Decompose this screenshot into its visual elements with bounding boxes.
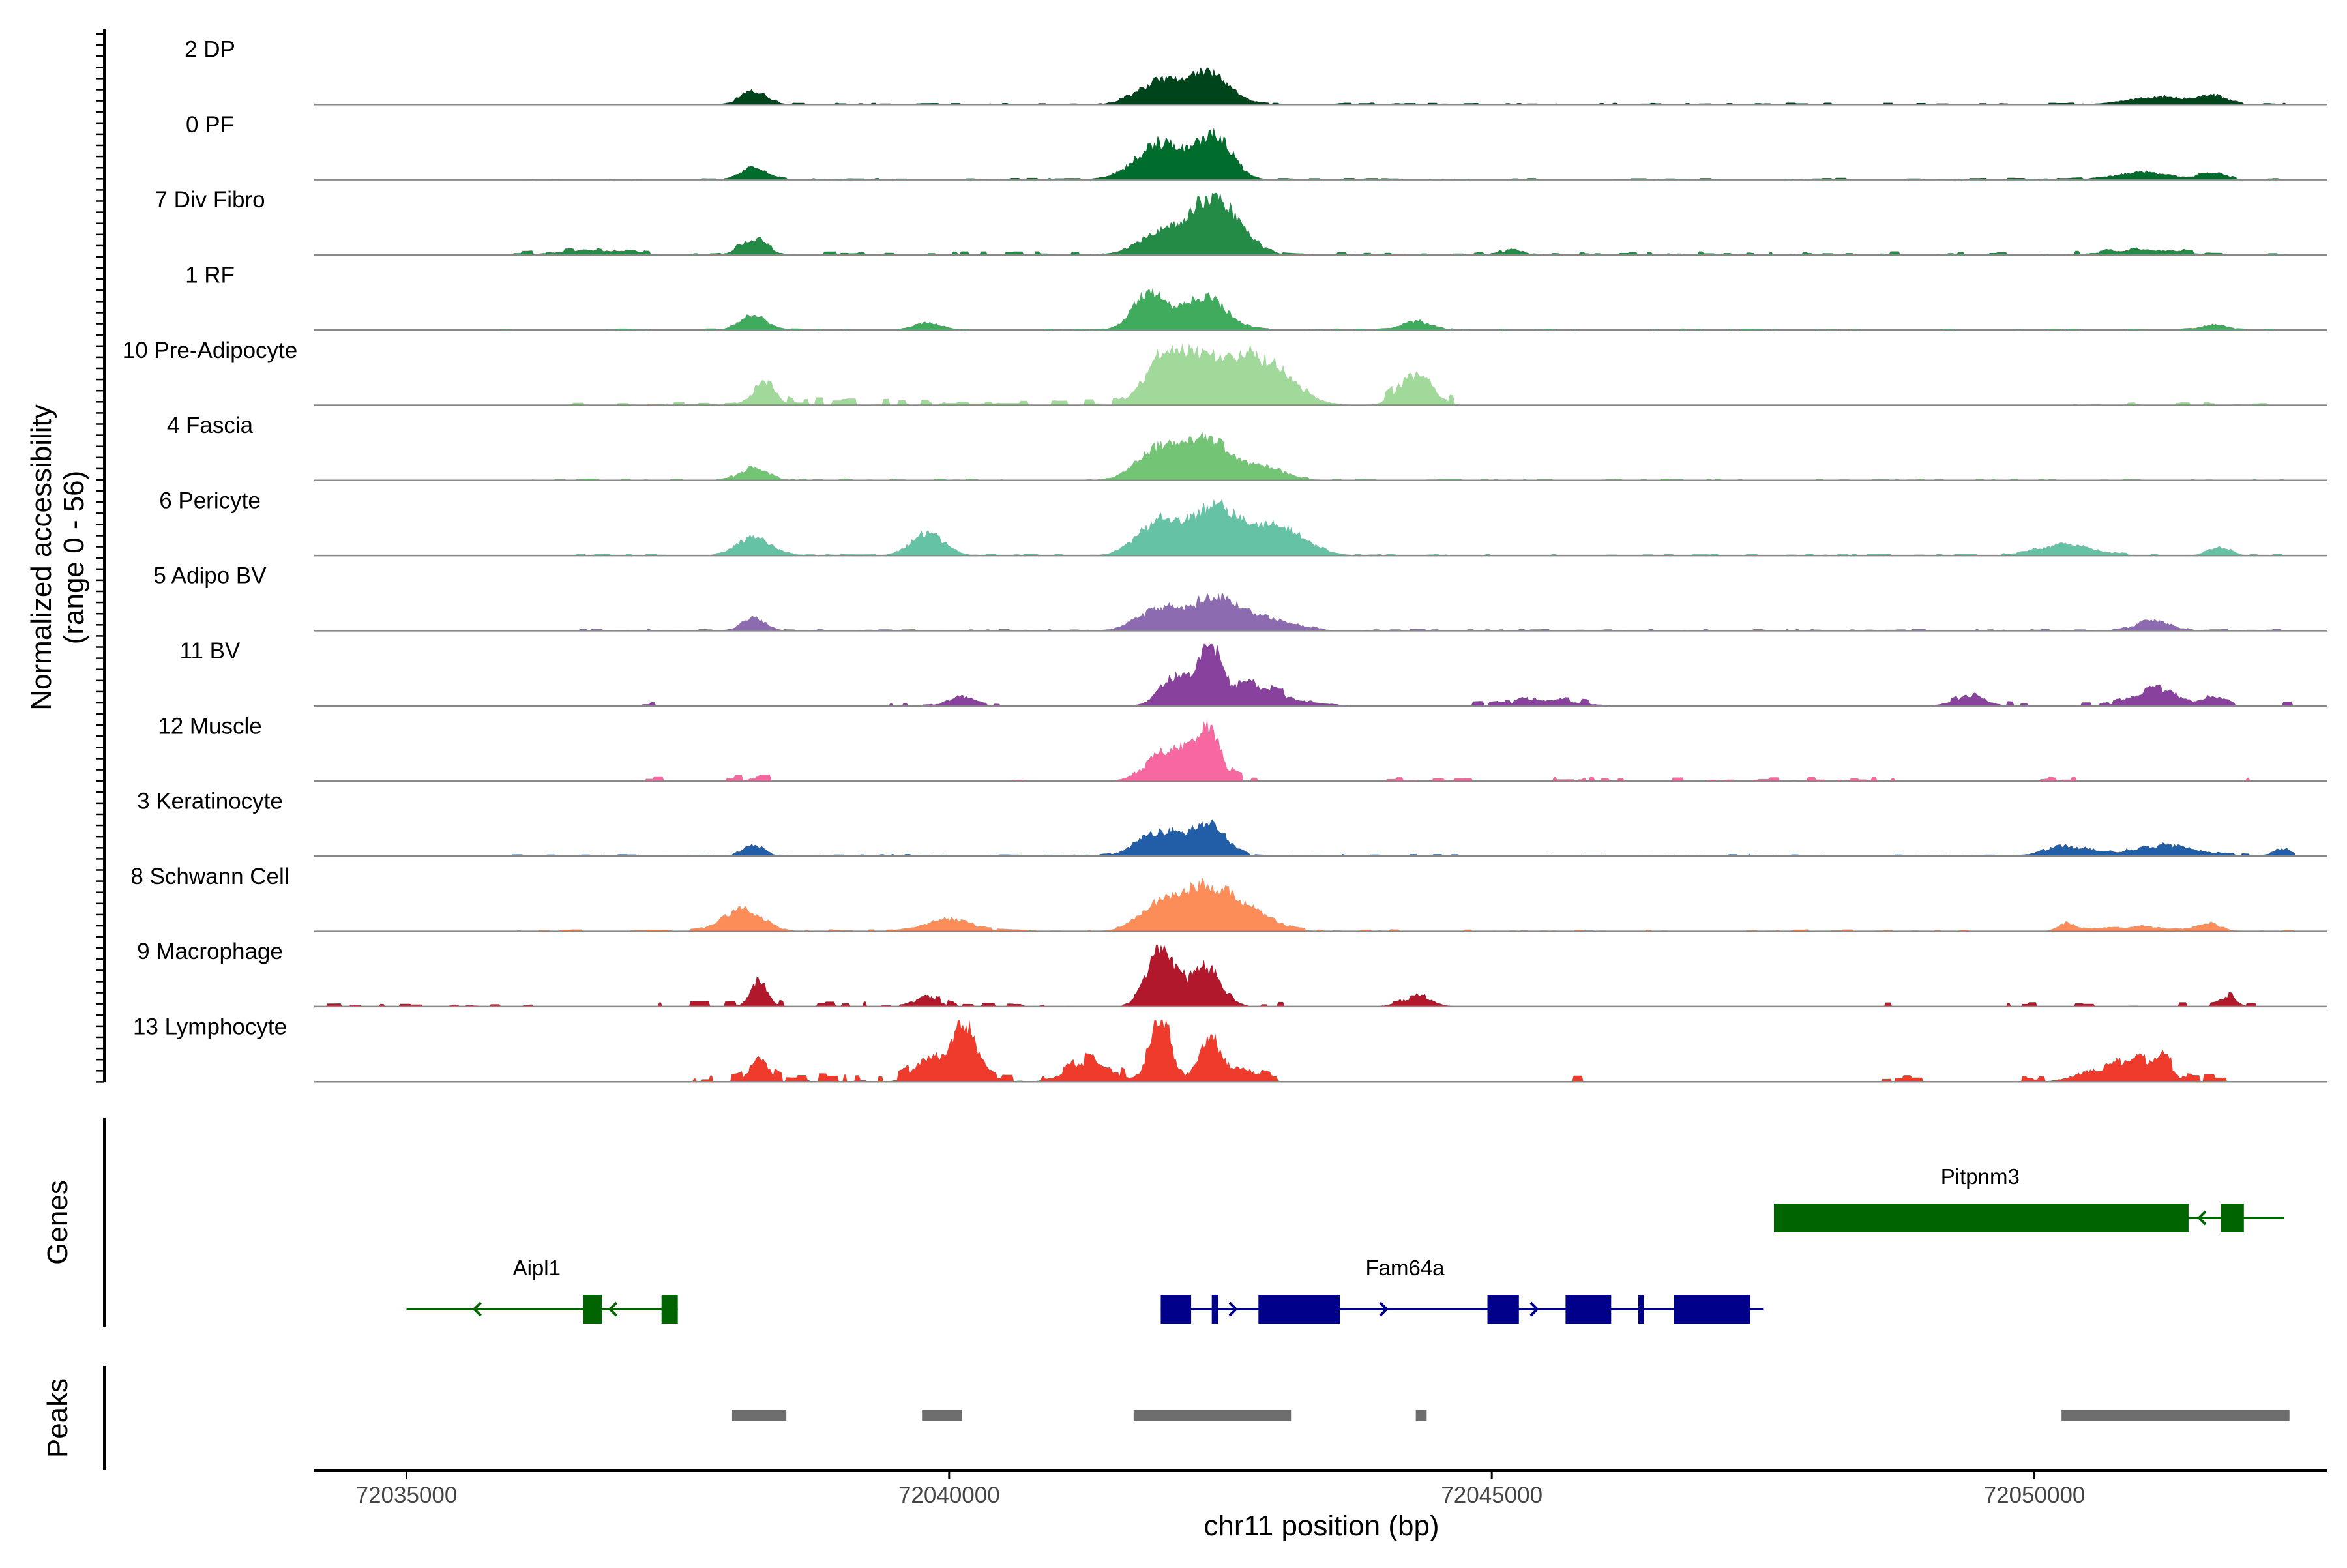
gene-annotation-track: Aipl1 Fam64a Pitpnm3 — [406, 1164, 2284, 1324]
x-tick-label: 72045000 — [1441, 1483, 1543, 1508]
peak-region — [731, 1410, 787, 1421]
x-tick-label: 72050000 — [1984, 1483, 2086, 1508]
peak-region — [1415, 1410, 1427, 1421]
track-11-bv: 11 BV — [180, 638, 2327, 707]
gene-exon — [1211, 1295, 1218, 1324]
coverage-area-4-fascia — [314, 431, 2295, 481]
track-8-schwann-cell: 8 Schwann Cell — [130, 864, 2327, 932]
gene-label-pitpnm3: Pitpnm3 — [1941, 1164, 2020, 1189]
gene-exon — [1638, 1295, 1644, 1324]
track-13-lymphocyte: 13 Lymphocyte — [133, 1014, 2327, 1083]
track-7-div-fibro: 7 Div Fibro — [155, 187, 2327, 256]
coverage-area-0-pf — [314, 127, 2295, 180]
x-axis-title: chr11 position (bp) — [1203, 1510, 1439, 1542]
track-6-pericyte: 6 Pericyte — [159, 488, 2327, 557]
strand-arrow-icon — [2197, 1210, 2207, 1226]
gene-exon — [583, 1295, 602, 1324]
track-2-dp: 2 DP — [185, 37, 2327, 106]
track-label-0-pf: 0 PF — [186, 112, 234, 138]
track-4-fascia: 4 Fascia — [167, 413, 2327, 482]
gene-fam64a: Fam64a — [1160, 1256, 1764, 1324]
y-axis-subtitle: (range 0 - 56) — [58, 471, 90, 645]
gene-exon — [1487, 1295, 1519, 1324]
track-label-2-dp: 2 DP — [185, 37, 235, 63]
peaks-panel-title: Peaks — [42, 1378, 74, 1458]
strand-arrow-icon — [1379, 1301, 1389, 1317]
track-label-1-rf: 1 RF — [185, 262, 235, 288]
gene-aipl1: Aipl1 — [406, 1256, 678, 1324]
coverage-tracks: 2 DP 0 PF 7 Div Fibro 1 RF 10 Pre-Adipocyte 4… — [123, 37, 2327, 1083]
gene-pitpnm3: Pitpnm3 — [1774, 1164, 2284, 1232]
x-tick-label: 72035000 — [356, 1483, 458, 1508]
track-label-4-fascia: 4 Fascia — [167, 413, 254, 438]
gene-exon — [1774, 1204, 2189, 1232]
coverage-area-5-adipo-bv — [314, 591, 2295, 631]
strand-arrow-icon — [1529, 1301, 1539, 1317]
coverage-area-12-muscle — [314, 719, 2295, 781]
peak-region — [922, 1410, 962, 1421]
genes-panel-title: Genes — [42, 1180, 74, 1265]
track-label-11-bv: 11 BV — [180, 638, 241, 664]
coverage-area-9-macrophage — [314, 944, 2295, 1007]
strand-arrow-icon — [608, 1301, 618, 1317]
track-label-3-keratinocyte: 3 Keratinocyte — [137, 789, 283, 814]
coverage-area-2-dp — [314, 67, 2295, 105]
x-axis-ticks: 72035000 72040000 72045000 72050000 — [356, 1470, 2086, 1508]
track-label-13-lymphocyte: 13 Lymphocyte — [133, 1014, 287, 1039]
coverage-area-1-rf — [314, 288, 2295, 331]
coverage-area-11-bv — [314, 643, 2295, 706]
track-5-adipo-bv: 5 Adipo BV — [153, 563, 2327, 632]
gene-exon — [2221, 1204, 2244, 1232]
track-label-7-div-fibro: 7 Div Fibro — [155, 187, 265, 213]
gene-exon — [1160, 1295, 1192, 1324]
coverage-area-6-pericyte — [314, 499, 2295, 556]
peak-track — [731, 1410, 2290, 1421]
track-label-8-schwann-cell: 8 Schwann Cell — [130, 864, 289, 889]
coverage-area-3-keratinocyte — [314, 819, 2295, 857]
gene-exon — [1674, 1295, 1750, 1324]
track-label-6-pericyte: 6 Pericyte — [159, 488, 261, 513]
strand-arrow-icon — [1228, 1301, 1238, 1317]
track-label-12-muscle: 12 Muscle — [158, 713, 262, 739]
gene-exon — [1565, 1295, 1612, 1324]
track-9-macrophage: 9 Macrophage — [137, 939, 2327, 1008]
track-label-10-pre-adipocyte: 10 Pre-Adipocyte — [123, 338, 297, 363]
coverage-area-7-div-fibro — [314, 192, 2295, 255]
track-label-9-macrophage: 9 Macrophage — [137, 939, 283, 964]
gene-label-aipl1: Aipl1 — [513, 1256, 561, 1280]
track-10-pre-adipocyte: 10 Pre-Adipocyte — [123, 338, 2327, 406]
accessibility-y-ticks — [96, 33, 104, 1083]
track-label-5-adipo-bv: 5 Adipo BV — [153, 563, 267, 589]
peak-region — [2061, 1410, 2290, 1421]
track-0-pf: 0 PF — [186, 112, 2327, 181]
gene-label-fam64a: Fam64a — [1365, 1256, 1445, 1280]
coverage-area-8-schwann-cell — [314, 878, 2295, 932]
track-3-keratinocyte: 3 Keratinocyte — [137, 789, 2327, 857]
coverage-area-10-pre-adipocyte — [314, 343, 2295, 406]
track-1-rf: 1 RF — [185, 262, 2327, 331]
strand-arrow-icon — [472, 1301, 482, 1317]
gene-exon — [1258, 1295, 1340, 1324]
gene-exon — [661, 1295, 678, 1324]
peak-region — [1133, 1410, 1292, 1421]
track-12-muscle: 12 Muscle — [158, 713, 2327, 782]
x-tick-label: 72040000 — [898, 1483, 1000, 1508]
coverage-area-13-lymphocyte — [314, 1020, 2295, 1082]
y-axis-title: Normalized accessibility — [25, 404, 57, 710]
